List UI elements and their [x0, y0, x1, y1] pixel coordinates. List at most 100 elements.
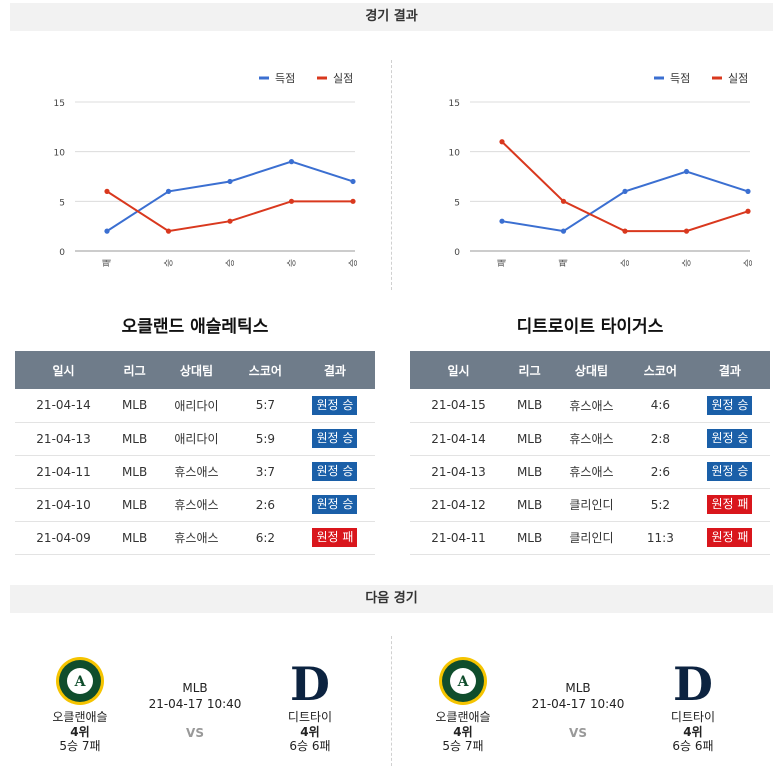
y-tick-label: 5 — [454, 198, 460, 208]
section-header-next: 다음 경기 — [10, 585, 773, 613]
table-row: 21-04-13 MLB 애리다이 5:9 원정 승 — [15, 422, 375, 456]
cell-result: 원정 승 — [294, 488, 375, 522]
cell-league: MLB — [112, 389, 158, 423]
next-game-card: A 오클랜애슬 4위 5승 7패 MLB 21-04-17 10:40 VS D… — [398, 640, 758, 760]
cell-league: MLB — [507, 455, 553, 489]
cell-league: MLB — [507, 488, 553, 522]
svg-text:A: A — [74, 674, 87, 690]
cell-league: MLB — [112, 521, 158, 555]
loss-badge: 원정 패 — [707, 528, 753, 547]
cell-date: 21-04-13 — [410, 455, 508, 489]
game-datetime: 21-04-17 10:40 — [531, 697, 625, 711]
cell-date: 21-04-12 — [410, 488, 508, 522]
cell-date: 21-04-10 — [15, 488, 113, 522]
cell-league: MLB — [507, 389, 553, 423]
col-opponent: 상대팀 — [157, 351, 236, 389]
data-point — [499, 218, 505, 224]
loss-badge: 원정 패 — [707, 495, 753, 514]
cell-opponent: 클리인디 — [552, 488, 631, 522]
game-league: MLB — [182, 681, 208, 695]
cell-date: 21-04-11 — [410, 521, 508, 555]
cell-date: 21-04-14 — [410, 422, 508, 456]
data-point — [227, 218, 233, 224]
x-tick-label: 승 — [682, 259, 693, 267]
table-row: 21-04-13 MLB 휴스애스 2:6 원정 승 — [410, 455, 770, 489]
team-rank: 4위 — [300, 725, 320, 739]
oakland-athletics-logo: A — [55, 656, 105, 706]
x-tick-label: 패 — [102, 259, 113, 267]
y-tick-label: 10 — [449, 149, 461, 159]
table-row: 21-04-14 MLB 애리다이 5:7 원정 승 — [15, 389, 375, 423]
data-point — [560, 228, 567, 234]
col-league: 리그 — [507, 351, 553, 389]
cell-opponent: 애리다이 — [157, 389, 236, 423]
oakland-athletics-logo: A — [438, 656, 488, 706]
cell-opponent: 휴스애스 — [157, 521, 236, 555]
table-header-row: 일시 리그 상대팀 스코어 결과 — [15, 351, 375, 389]
win-badge: 원정 승 — [312, 395, 358, 415]
away-team[interactable]: D 디트타이 4위 6승 6패 — [643, 656, 743, 753]
cell-result: 원정 승 — [294, 455, 375, 489]
cell-opponent: 휴스애스 — [157, 488, 236, 522]
legend-label: 득점 — [670, 72, 690, 85]
svg-text:A: A — [457, 674, 470, 690]
away-team[interactable]: D 디트타이 4위 6승 6패 — [260, 656, 360, 753]
data-point — [622, 188, 628, 194]
vs-label: VS — [186, 726, 204, 740]
chart-oakland-recent: 0 5 10 15 패 승 승 승 승 득점 실점 — [15, 60, 375, 290]
game-info: MLB 21-04-17 10:40 — [528, 680, 628, 712]
cell-opponent: 휴스애스 — [157, 455, 236, 489]
win-badge: 원정 승 — [707, 462, 753, 481]
svg-text:D: D — [290, 657, 330, 706]
data-point — [683, 168, 690, 175]
cell-score: 5:7 — [235, 389, 295, 423]
vs-label: VS — [569, 726, 587, 740]
cell-score: 3:7 — [235, 455, 295, 489]
team-record: 6승 6패 — [289, 739, 331, 753]
win-badge: 원정 승 — [312, 462, 358, 481]
cell-score: 5:9 — [235, 422, 295, 456]
win-badge: 원정 승 — [707, 429, 753, 448]
cell-date: 21-04-11 — [15, 455, 113, 489]
chart-detroit-recent: 0 5 10 15 패 패 승 승 승 득점 실점 — [410, 60, 770, 290]
cell-date: 21-04-09 — [15, 521, 113, 555]
col-result: 결과 — [689, 351, 770, 389]
cell-league: MLB — [507, 521, 553, 555]
col-score: 스코어 — [630, 351, 690, 389]
team-rank: 4위 — [683, 725, 703, 739]
detroit-tigers-logo: D — [668, 656, 718, 711]
data-point — [288, 159, 295, 165]
cell-date: 21-04-14 — [15, 389, 113, 423]
x-tick-label: 승 — [225, 259, 236, 267]
table-header-row: 일시 리그 상대팀 스코어 결과 — [410, 351, 770, 389]
win-badge: 원정 승 — [312, 429, 358, 448]
team-name: 디트타이 — [670, 710, 716, 724]
x-tick-label: 승 — [164, 259, 175, 267]
chart-svg: 0 5 10 15 패 승 승 승 승 득점 실점 — [54, 72, 359, 267]
cell-opponent: 애리다이 — [157, 422, 236, 456]
home-team[interactable]: A 오클랜애슬 4위 5승 7패 — [30, 656, 130, 753]
data-point — [104, 188, 110, 194]
cell-league: MLB — [112, 422, 158, 456]
cell-league: MLB — [112, 455, 158, 489]
table-row: 21-04-11 MLB 클리인디 11:3 원정 패 — [410, 521, 770, 555]
table-row: 21-04-15 MLB 휴스애스 4:6 원정 승 — [410, 389, 770, 423]
team-rank: 4위 — [70, 725, 90, 739]
y-tick-label: 15 — [449, 99, 460, 109]
x-tick-label: 패 — [497, 259, 508, 267]
table-row: 21-04-10 MLB 휴스애스 2:6 원정 승 — [15, 488, 375, 522]
y-tick-label: 10 — [54, 149, 66, 159]
table-row: 21-04-12 MLB 클리인디 5:2 원정 패 — [410, 488, 770, 522]
legend-label: 득점 — [275, 72, 295, 85]
win-badge: 원정 승 — [707, 395, 753, 415]
cell-league: MLB — [507, 422, 553, 456]
divider — [391, 636, 392, 766]
data-point — [560, 198, 567, 204]
cell-result: 원정 승 — [689, 422, 770, 456]
next-game-card: A 오클랜애슬 4위 5승 7패 MLB 21-04-17 10:40 VS D… — [15, 640, 375, 760]
table-row: 21-04-11 MLB 휴스애스 3:7 원정 승 — [15, 455, 375, 489]
home-team[interactable]: A 오클랜애슬 4위 5승 7패 — [413, 656, 513, 753]
cell-opponent: 클리인디 — [552, 521, 631, 555]
loss-badge: 원정 패 — [312, 528, 358, 547]
